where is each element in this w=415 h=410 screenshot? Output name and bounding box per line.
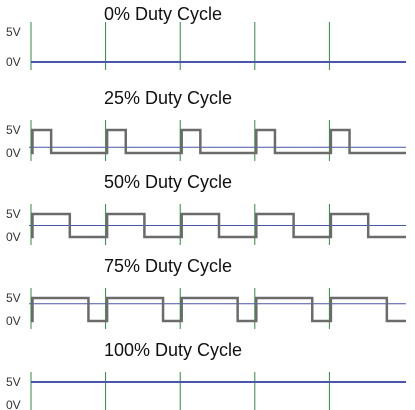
y-tick-label-high: 5V xyxy=(6,123,21,137)
panel-title: 50% Duty Cycle xyxy=(104,172,232,192)
pwm-waveform xyxy=(31,212,406,239)
panel-2: 50% Duty Cycle 5V 0V xyxy=(6,172,406,245)
y-tick-label-low: 0V xyxy=(6,230,21,244)
panel-1: 25% Duty Cycle 5V 0V xyxy=(6,88,406,161)
y-tick-label-low: 0V xyxy=(6,146,21,160)
pwm-waveform xyxy=(31,296,406,323)
y-tick-label-high: 5V xyxy=(6,375,21,389)
panel-title: 0% Duty Cycle xyxy=(104,4,222,24)
y-tick-label-high: 5V xyxy=(6,207,21,221)
y-tick-label-low: 0V xyxy=(6,314,21,328)
panel-title: 75% Duty Cycle xyxy=(104,256,232,276)
y-tick-label-high: 5V xyxy=(6,25,21,39)
y-tick-label-low: 0V xyxy=(6,398,21,410)
panel-0: 0% Duty Cycle 5V 0V xyxy=(6,4,406,70)
panel-4: 100% Duty Cycle 5V 0V xyxy=(6,340,406,410)
panel-title: 25% Duty Cycle xyxy=(104,88,232,108)
panel-title: 100% Duty Cycle xyxy=(104,340,242,360)
panel-3: 75% Duty Cycle 5V 0V xyxy=(6,256,406,329)
y-tick-label-low: 0V xyxy=(6,55,21,69)
pwm-waveform xyxy=(31,128,406,155)
y-tick-label-high: 5V xyxy=(6,291,21,305)
